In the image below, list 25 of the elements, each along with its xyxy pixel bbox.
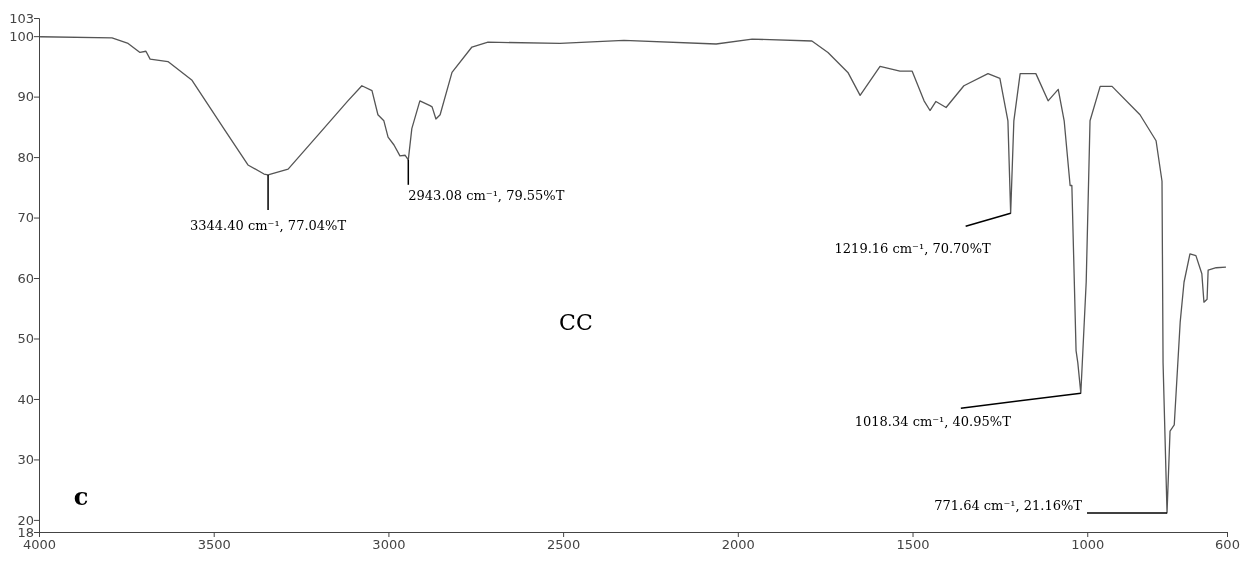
line-series	[39, 36, 1227, 514]
annotation: 3344.40 cm⁻¹, 77.04%T	[190, 217, 347, 233]
annotation: 771.64 cm⁻¹, 21.16%T	[934, 497, 1083, 513]
annotation: 1219.16 cm⁻¹, 70.70%T	[834, 241, 991, 257]
y-tick-label: 90	[17, 89, 34, 105]
x-tick-label: 2500	[547, 537, 581, 553]
y-tick-label: 50	[17, 331, 34, 347]
annotation: c	[73, 482, 89, 511]
y-tick-label: 70	[17, 210, 34, 226]
annotation: 2943.08 cm⁻¹, 79.55%T	[408, 187, 565, 203]
x-tick-label: 1000	[1071, 537, 1105, 553]
annotation: CC	[559, 310, 593, 335]
x-tick-label: 600	[1215, 537, 1240, 553]
x-tick-label: 3000	[372, 537, 406, 553]
x-tick-label: 1500	[896, 537, 930, 553]
x-tick-label: 3500	[197, 537, 231, 553]
annotation: 1018.34 cm⁻¹, 40.95%T	[854, 414, 1012, 430]
y-tick-label: 60	[17, 270, 34, 286]
x-tick-label: 2000	[721, 537, 755, 553]
y-tick-label: 40	[17, 391, 34, 407]
y-tick-label: 30	[17, 452, 34, 468]
y-tick-label: 103	[9, 10, 34, 26]
x-tick-label: 4000	[22, 537, 57, 553]
y-tick-label: 80	[17, 149, 34, 165]
y-tick-label: 100	[9, 28, 34, 44]
